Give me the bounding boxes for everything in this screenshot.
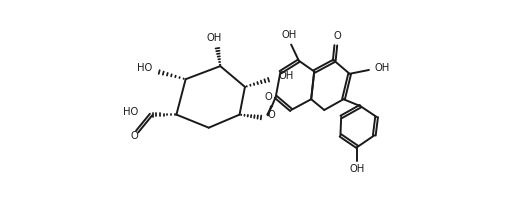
- Text: OH: OH: [374, 63, 389, 73]
- Text: HO: HO: [123, 107, 139, 117]
- Text: O: O: [265, 92, 272, 102]
- Text: OH: OH: [282, 30, 297, 40]
- Text: O: O: [267, 110, 275, 120]
- Text: HO: HO: [137, 63, 152, 73]
- Text: O: O: [131, 131, 139, 141]
- Text: OH: OH: [206, 33, 222, 43]
- Text: O: O: [333, 31, 341, 41]
- Text: OH: OH: [350, 164, 365, 173]
- Text: OH: OH: [278, 71, 293, 81]
